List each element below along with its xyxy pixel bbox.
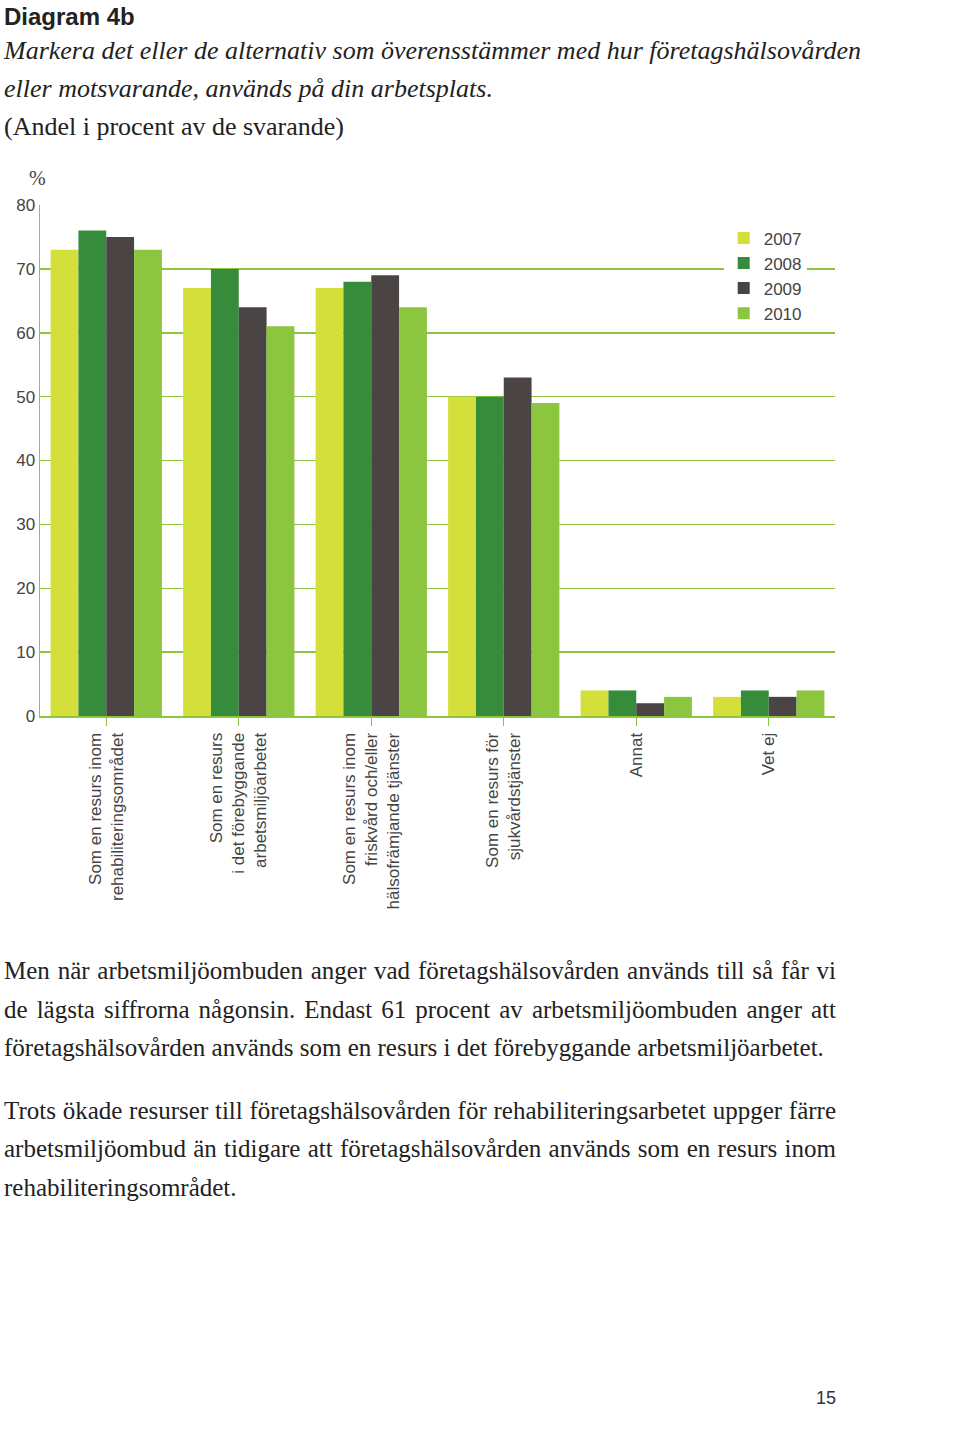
svg-text:10: 10 xyxy=(16,643,35,662)
html-text:Diagram 4b: Diagram 4b xyxy=(4,3,135,30)
svg-text:20: 20 xyxy=(16,579,35,598)
html-text:(Andel i procent av de svarand: (Andel i procent av de svarande) xyxy=(4,112,344,141)
svg-text:Annat: Annat xyxy=(627,733,646,778)
svg-text:50: 50 xyxy=(16,388,35,407)
html-text:Men när arbetsmiljöombuden ang: Men när arbetsmiljöombuden anger vad för… xyxy=(4,957,836,1061)
svg-text:30: 30 xyxy=(16,515,35,534)
svg-text:80: 80 xyxy=(16,196,35,215)
svg-text:2008: 2008 xyxy=(764,255,802,274)
svg-text:Som en resurs inomrehabiliteri: Som en resurs inomrehabiliteringsområdet xyxy=(86,733,127,901)
svg-text:0: 0 xyxy=(26,707,35,726)
svg-text:Som en resurs försjukvårdstjän: Som en resurs försjukvårdstjänster xyxy=(483,732,524,867)
html-text:Trots ökade resurser till före: Trots ökade resurser till företagshälsov… xyxy=(4,1096,836,1201)
svg-text:Som en resursi det förebyggand: Som en resursi det förebyggandearbetsmil… xyxy=(207,733,270,874)
svg-text:2010: 2010 xyxy=(764,305,802,324)
html-text:15: 15 xyxy=(816,1388,836,1408)
svg-text:40: 40 xyxy=(16,451,35,470)
svg-text:Som en resurs inomfriskvård oc: Som en resurs inomfriskvård och/ellerhäl… xyxy=(340,732,403,909)
svg-text:70: 70 xyxy=(16,260,35,279)
svg-text:Vet ej: Vet ej xyxy=(759,733,778,776)
html-text:Markera det eller de alternati: Markera det eller de alternativ som över… xyxy=(4,36,862,103)
svg-text:2009: 2009 xyxy=(764,280,802,299)
svg-text:60: 60 xyxy=(16,324,35,343)
svg-text:2007: 2007 xyxy=(764,230,802,249)
svg-text:%: % xyxy=(29,167,46,189)
